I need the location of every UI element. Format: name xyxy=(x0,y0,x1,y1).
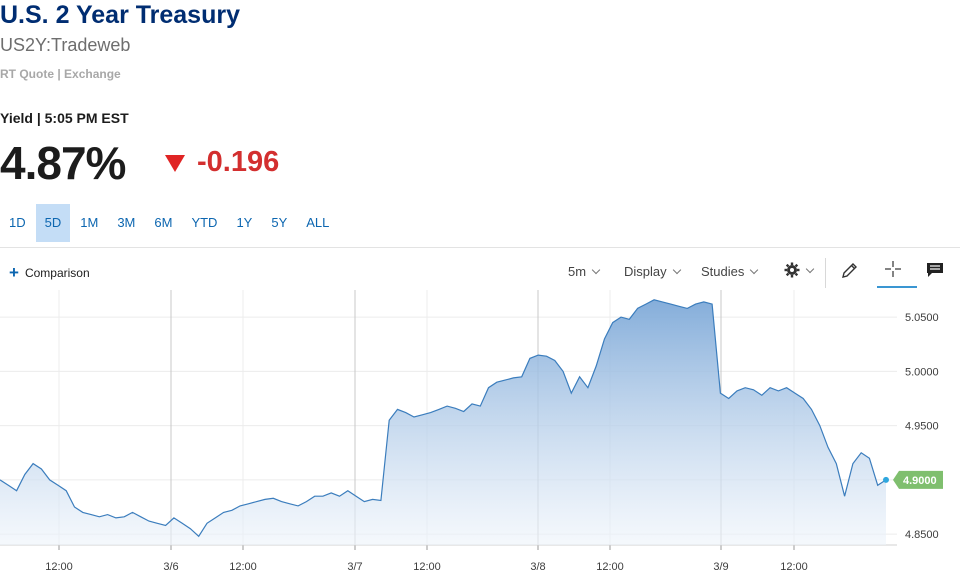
yield-timestamp: Yield | 5:05 PM EST xyxy=(0,110,129,126)
ticker-symbol: US2Y:Tradeweb xyxy=(0,35,131,55)
chevron-down-icon xyxy=(672,265,681,275)
y-tick-label: 5.0500 xyxy=(905,312,939,324)
time-range-tabs: 1D 5D 1M 3M 6M YTD 1Y 5Y ALL xyxy=(0,204,339,242)
studies-dropdown[interactable]: Studies xyxy=(701,264,759,279)
quote-source: RT Quote | Exchange xyxy=(0,67,121,81)
comment-button[interactable] xyxy=(926,262,944,278)
tab-range-1y[interactable]: 1Y xyxy=(236,215,253,230)
last-point-marker xyxy=(883,476,889,483)
display-dropdown[interactable]: Display xyxy=(624,264,681,279)
x-tick-label: 12:00 xyxy=(413,561,441,573)
last-price-tag: 4.9000 xyxy=(893,470,943,489)
plus-icon: + xyxy=(9,263,19,282)
chevron-down-icon xyxy=(750,265,759,275)
toolbar-separator xyxy=(825,258,826,288)
interval-label: 5m xyxy=(568,264,587,279)
crosshair-icon xyxy=(885,261,901,277)
change-value: -0.196 xyxy=(197,146,280,178)
down-arrow-icon xyxy=(165,154,185,172)
tab-range-ytd[interactable]: YTD xyxy=(191,215,218,230)
page-title: U.S. 2 Year Treasury xyxy=(0,1,240,29)
chevron-down-icon xyxy=(805,264,815,273)
tab-range-5y[interactable]: 5Y xyxy=(271,215,288,230)
tab-range-5d[interactable]: 5D xyxy=(35,204,71,242)
crosshair-button[interactable] xyxy=(884,260,902,278)
y-tick-label: 5.0000 xyxy=(905,366,939,378)
price-chart[interactable]: 12:00 3/6 12:00 3/7 12:00 3/8 12:00 3/9 12:00 5.… xyxy=(0,290,960,583)
tab-range-3m[interactable]: 3M xyxy=(117,215,136,230)
x-tick-label: 3/9 xyxy=(713,561,728,573)
gear-icon xyxy=(784,262,800,278)
draw-button[interactable] xyxy=(840,260,860,280)
last-price-label: 4.9000 xyxy=(903,475,937,487)
display-label: Display xyxy=(624,264,667,279)
x-tick-label: 3/6 xyxy=(163,561,178,573)
x-tick-label: 12:00 xyxy=(596,561,624,573)
comment-icon xyxy=(927,263,943,277)
active-tool-indicator xyxy=(877,286,917,288)
x-tick-label: 12:00 xyxy=(45,561,73,573)
pencil-icon xyxy=(842,263,857,278)
tab-range-1m[interactable]: 1M xyxy=(80,215,99,230)
studies-label: Studies xyxy=(701,264,745,279)
interval-dropdown[interactable]: 5m xyxy=(568,264,601,279)
chart-toolbar: + Comparison 5m Display Studies xyxy=(0,250,960,290)
last-price-tag-shape xyxy=(893,470,943,489)
y-tick-label: 4.8500 xyxy=(905,529,939,541)
comparison-label: Comparison xyxy=(24,266,90,280)
tab-range-1d[interactable]: 1D xyxy=(9,215,26,230)
current-price: 4.87% xyxy=(0,137,126,189)
tab-range-all[interactable]: ALL xyxy=(306,215,330,230)
x-tick-label: 12:00 xyxy=(780,561,808,573)
comparison-button[interactable]: + Comparison xyxy=(9,263,90,282)
x-tick-label: 3/8 xyxy=(530,561,545,573)
y-tick-label: 4.9500 xyxy=(905,421,939,433)
price-change: -0.196 xyxy=(165,146,279,178)
x-tick-label: 3/7 xyxy=(347,561,362,573)
chevron-down-icon xyxy=(591,265,601,275)
price-area xyxy=(0,299,886,545)
price-line xyxy=(0,299,887,538)
divider xyxy=(0,247,960,248)
x-tick-label: 12:00 xyxy=(229,561,257,573)
settings-dropdown[interactable] xyxy=(784,262,815,278)
tab-range-6m[interactable]: 6M xyxy=(154,215,173,230)
